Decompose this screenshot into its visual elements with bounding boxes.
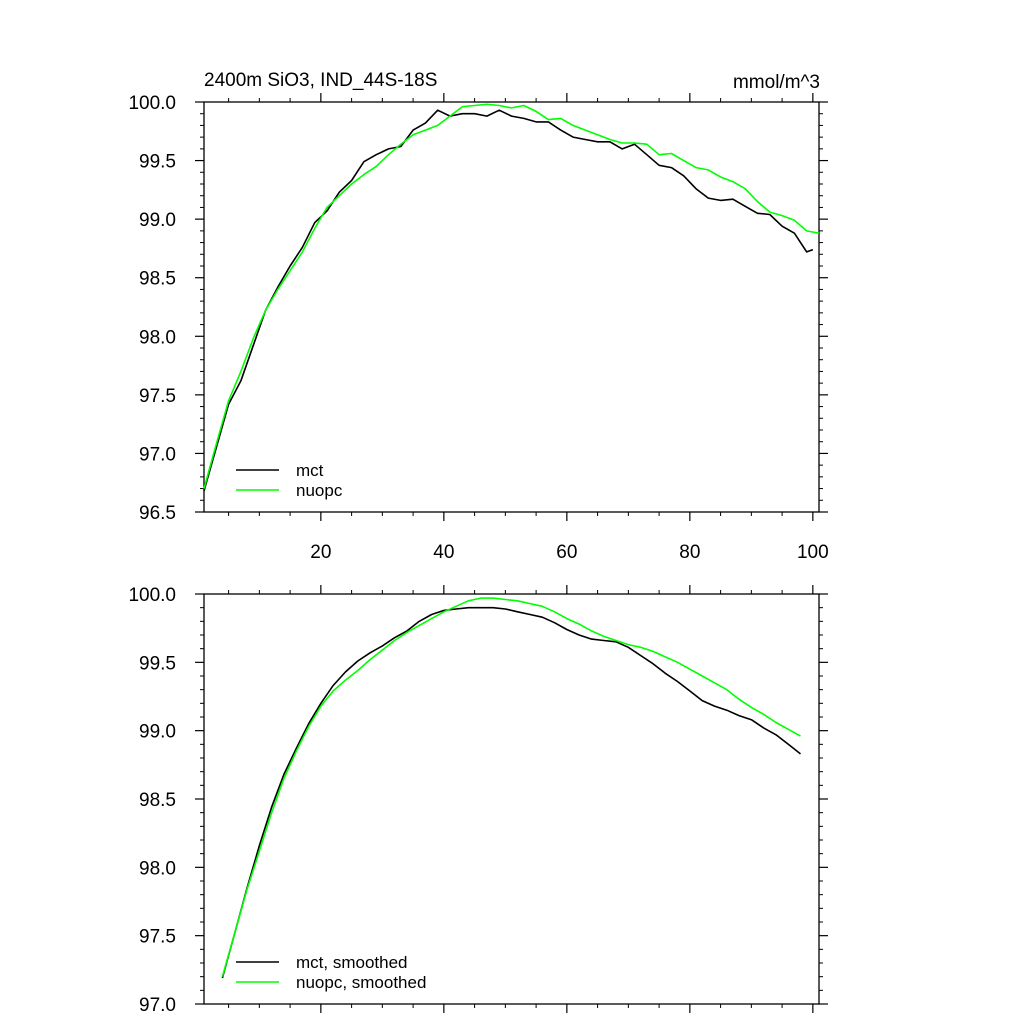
units-label: mmol/m^3: [733, 72, 820, 93]
y-tick-label: 96.5: [139, 503, 176, 524]
x-tick-label: 100: [797, 542, 829, 563]
y-tick-label: 99.5: [139, 653, 176, 674]
legend: mct, smoothed nuopc, smoothed: [236, 953, 426, 992]
legend-label-nuopc: nuopc: [296, 481, 343, 500]
x-tick-label: 40: [433, 542, 454, 563]
x-tick-labels: 20 40 60 80 100: [310, 542, 828, 563]
series-lines: [221, 597, 801, 979]
x-tick-label: 60: [556, 542, 577, 563]
y-tick-label: 98.0: [139, 858, 176, 879]
y-tick-label: 97.0: [139, 995, 176, 1016]
y-tick-label: 100.0: [128, 93, 176, 114]
y-tick-label: 98.5: [139, 790, 176, 811]
y-tick-labels: 97.0 97.5 98.0 98.5 99.0 99.5 100.0: [128, 585, 176, 1016]
legend-label-mct-smoothed: mct, smoothed: [296, 953, 408, 972]
axis-ticks: [195, 93, 828, 521]
series-line-nuopc: [203, 103, 820, 489]
series-lines: [203, 103, 820, 492]
y-tick-label: 97.5: [139, 927, 176, 948]
y-tick-label: 100.0: [128, 585, 176, 606]
legend: mct nuopc: [236, 461, 343, 500]
legend-label-mct: mct: [296, 461, 324, 480]
series-line-mct-smoothed: [221, 606, 801, 979]
top-panel: 2400m SiO3, IND_44S-18S mmol/m^3 96.5 97.…: [128, 70, 828, 563]
y-tick-label: 98.5: [139, 269, 176, 290]
y-tick-label: 98.0: [139, 327, 176, 348]
plot-frame: [203, 101, 820, 513]
plot-frame: [203, 593, 820, 1005]
y-tick-label: 97.5: [139, 386, 176, 407]
y-tick-label: 99.0: [139, 210, 176, 231]
series-line-mct: [203, 109, 814, 492]
x-tick-label: 80: [679, 542, 700, 563]
legend-label-nuopc-smoothed: nuopc, smoothed: [296, 973, 426, 992]
y-tick-label: 99.5: [139, 152, 176, 173]
y-tick-label: 99.0: [139, 722, 176, 743]
series-line-nuopc-smoothed: [221, 597, 801, 977]
x-tick-label: 20: [310, 542, 331, 563]
bottom-panel: 97.0 97.5 98.0 98.5 99.0 99.5 100.0 mct, smoot…: [128, 585, 828, 1016]
axis-ticks: [195, 585, 828, 1013]
y-tick-labels: 96.5 97.0 97.5 98.0 98.5 99.0 99.5 100.0: [128, 93, 176, 524]
y-tick-label: 97.0: [139, 444, 176, 465]
chart-title: 2400m SiO3, IND_44S-18S: [204, 70, 437, 91]
